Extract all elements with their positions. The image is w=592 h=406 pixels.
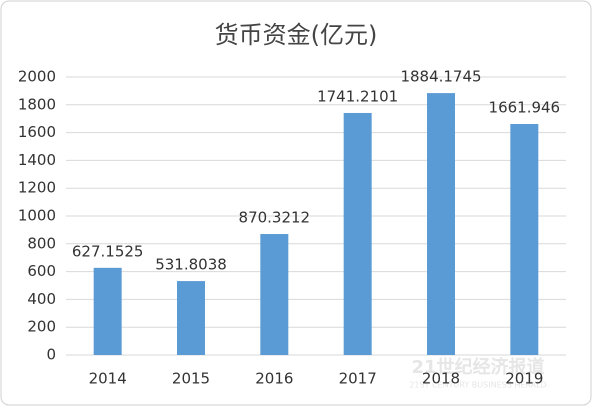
y-tick-label: 1000 — [18, 207, 56, 225]
x-tick-label: 2014 — [89, 370, 127, 388]
watermark-subtitle: 21ST CENTURY BUSINESS HERALD — [409, 381, 546, 390]
y-tick-label: 1200 — [18, 179, 56, 197]
y-tick-label: 400 — [27, 290, 56, 308]
data-label: 531.8038 — [155, 256, 227, 274]
x-tick-label: 2015 — [172, 370, 210, 388]
y-tick-label: 600 — [27, 262, 56, 280]
chart-title: 货币资金(亿元) — [215, 21, 378, 49]
y-tick-label: 1600 — [18, 123, 56, 141]
data-label: 870.3212 — [239, 209, 311, 227]
bar — [427, 93, 455, 356]
bar — [343, 112, 372, 355]
bar — [93, 267, 122, 355]
y-tick-label: 200 — [27, 318, 56, 336]
y-tick-label: 1800 — [18, 95, 56, 113]
x-tick-label: 2018 — [422, 370, 460, 388]
x-tick-label: 2019 — [505, 370, 543, 388]
y-tick-label: 2000 — [18, 68, 56, 86]
data-label: 1661.946 — [489, 98, 561, 116]
data-label: 1741.2101 — [317, 87, 398, 105]
data-label: 627.1525 — [72, 242, 144, 260]
y-tick-label: 0 — [46, 346, 56, 364]
bar — [510, 123, 539, 356]
bar — [177, 281, 205, 355]
x-tick-label: 2016 — [255, 370, 293, 388]
y-tick-label: 1400 — [18, 151, 56, 169]
bar — [260, 234, 289, 355]
watermark: 21世纪经济报道 — [411, 356, 544, 378]
y-tick-label: 800 — [27, 234, 56, 252]
x-tick-label: 2017 — [339, 370, 377, 388]
data-label: 1884.1745 — [400, 68, 481, 86]
